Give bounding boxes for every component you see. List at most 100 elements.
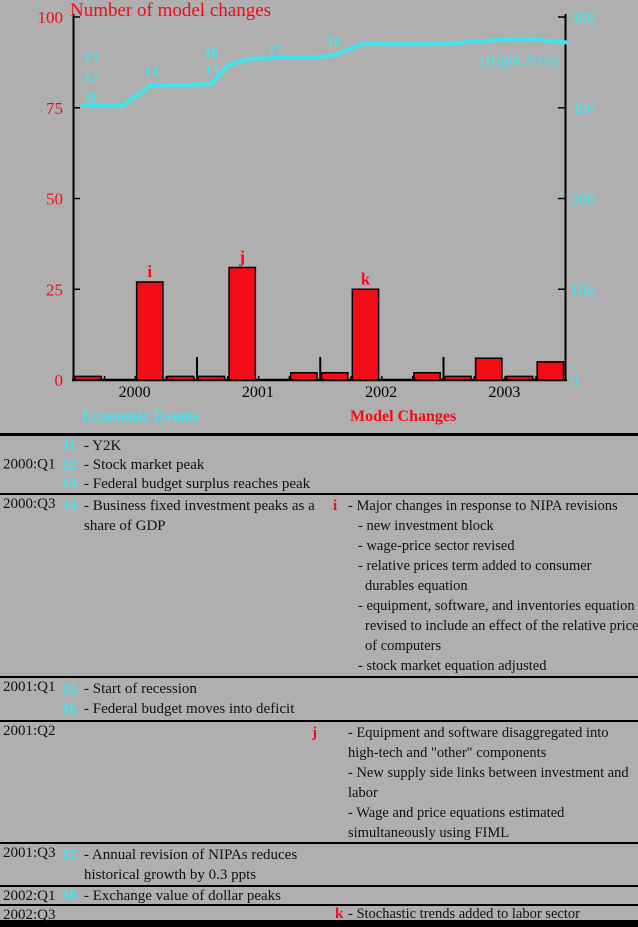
event-text: - Start of recession: [84, 679, 197, 699]
event-text: - Exchange value of dollar peaks: [84, 888, 281, 904]
event-text-line: historical growth by 0.3 ppts: [84, 867, 257, 883]
event-text: - Federal budget surplus reaches peak: [84, 475, 310, 494]
change-line: - New supply side links between investme…: [348, 765, 629, 781]
bar: [444, 375, 472, 381]
right-tick-label: 0: [570, 371, 579, 390]
event-text-line: - Start of recession: [84, 681, 197, 697]
change-line: of computers: [365, 638, 442, 654]
table-header-row: Economic Events Model Changes: [0, 400, 638, 436]
chart-svg: 0 25 50 75 100 0 100 200 300 400 Number of model c…: [38, 0, 596, 401]
line-event-label-11: 11: [84, 90, 97, 105]
table-body: 2000:Q1 11 - Y2K 12 - Stock market peak 13 - F…: [0, 436, 638, 924]
event-text: - Annual revision of NIPAs reduces histor…: [84, 845, 297, 885]
event-number: 13: [62, 476, 77, 492]
table-row-2001-Q1: 2001:Q1 15 - Start of recession 16 - Federal…: [0, 678, 638, 722]
event-item: 11 - Y2K: [62, 437, 330, 456]
year-label: 2003: [488, 384, 520, 400]
line-event-label-18: 18: [327, 35, 341, 50]
table-bottom-rule: [0, 920, 638, 927]
bar: [289, 371, 318, 381]
line-event-label-14: 14: [144, 65, 158, 80]
model-changes-cell: i - Major changes in response to NIPA rev…: [333, 496, 638, 676]
period-label: 2001:Q2: [3, 723, 56, 739]
column-header-model-changes: Model Changes: [350, 408, 457, 425]
event-text: - Federal budget moves into deficit: [84, 699, 294, 719]
line-event-label-12: 12: [84, 71, 98, 86]
change-line: - Major changes in response to NIPA revi…: [348, 498, 618, 514]
change-marker-i: i: [333, 498, 338, 514]
event-item: 14 - Business fixed investment peaks as a…: [62, 496, 330, 536]
event-text-line: - Annual revision of NIPAs reduces: [84, 847, 298, 863]
event-number: 16: [62, 701, 77, 717]
change-line: - Equipment and software disaggregated i…: [348, 725, 609, 741]
change-line: revised to include an effect of the rela…: [365, 618, 638, 634]
change-line: high-tech and "other" components: [348, 745, 547, 761]
bar-label-k: k: [361, 269, 371, 288]
right-axis-note: (Right Axis): [480, 53, 560, 70]
period-label: 2000:Q1: [3, 456, 56, 472]
left-tick-label: 50: [46, 190, 63, 209]
change-marker-k: k: [335, 906, 344, 922]
event-item: 12 - Stock market peak: [62, 456, 330, 475]
table-row-2002-Q3: 2002:Q3 k - Stochastic trends added to lab…: [0, 906, 638, 924]
bar: [135, 281, 164, 381]
bar-label-i: i: [147, 262, 152, 281]
bar: [474, 357, 503, 381]
event-number: 14: [62, 498, 77, 514]
event-text-line: - Business fixed investment peaks as a: [84, 498, 315, 514]
change-line: - relative prices term added to consumer: [358, 558, 592, 574]
chart-title: Number of model changes: [70, 0, 271, 21]
change-marker-j: j: [312, 725, 317, 741]
event-item: 16 - Federal budget moves into deficit: [62, 699, 330, 719]
economic-events-cell: 15 - Start of recession 16 - Federal budget…: [62, 679, 330, 719]
bar: [536, 361, 565, 381]
event-number: 12: [62, 457, 77, 473]
change-lines: - Major changes in response to NIPA revi…: [348, 496, 638, 676]
model-changes-cell: j - Equipment and software disaggregated …: [312, 723, 629, 843]
model-equations-line: [80, 36, 568, 108]
change-lines: - Equipment and software disaggregated i…: [348, 723, 629, 843]
event-item: 17 - Annual revision of NIPAs reduces hist…: [62, 845, 330, 885]
change-line: labor: [348, 785, 378, 801]
change-line: durables equation: [365, 578, 468, 594]
bar: [166, 375, 195, 381]
event-item: 15 - Start of recession: [62, 679, 330, 699]
event-text: - Business fixed investment peaks as a sh…: [84, 496, 315, 536]
model-changes-cell: k- Stochastic trends added to labor sect…: [335, 906, 580, 922]
event-number: 17: [62, 847, 77, 863]
table-row-2001-Q3: 2001:Q3 17 - Annual revision of NIPAs redu…: [0, 844, 638, 887]
event-item: 18 - Exchange value of dollar peaks: [62, 888, 330, 904]
event-text-line: - Y2K: [84, 438, 122, 454]
event-item: 13 - Federal budget surplus reaches peak: [62, 475, 330, 494]
bar-label-j: j: [238, 247, 245, 266]
chart: 0 25 50 75 100 0 100 200 300 400 Number of model c…: [0, 0, 638, 401]
change-line: - equipment, software, and inventories e…: [358, 598, 635, 614]
change-line: - Stochastic trends added to labor secto…: [348, 906, 580, 922]
period-label: 2000:Q3: [3, 496, 56, 512]
line-event-label-15: 15: [205, 63, 219, 78]
year-label: 2002: [365, 384, 397, 400]
period-label: 2002:Q1: [3, 888, 56, 904]
table-row-2002-Q1: 2002:Q1 18 - Exchange value of dollar peak…: [0, 887, 638, 906]
bar: [320, 371, 349, 381]
event-text: - Y2K: [84, 437, 121, 456]
bar: [74, 375, 103, 381]
event-text-line: - Federal budget surplus reaches peak: [84, 476, 311, 492]
event-number: 11: [62, 438, 77, 454]
event-number: 18: [62, 888, 77, 904]
left-tick-label: 0: [55, 371, 64, 390]
line-event-label-16: 16: [204, 46, 218, 61]
period-label: 2002:Q3: [3, 907, 56, 923]
event-text-line: - Exchange value of dollar peaks: [84, 888, 281, 904]
change-line: - Wage and price equations estimated: [348, 805, 565, 821]
period-label: 2001:Q1: [3, 679, 56, 695]
bar: [351, 288, 380, 381]
change-lines: - Stochastic trends added to labor secto…: [348, 906, 580, 922]
right-tick-label: 400: [570, 8, 596, 27]
table-row-2000-Q3: 2000:Q3 14 - Business fixed investment pea…: [0, 495, 638, 678]
bar: [228, 266, 257, 381]
right-tick-label: 100: [570, 280, 596, 299]
bar: [197, 375, 226, 381]
change-line: simultaneously using FIML: [348, 825, 510, 841]
